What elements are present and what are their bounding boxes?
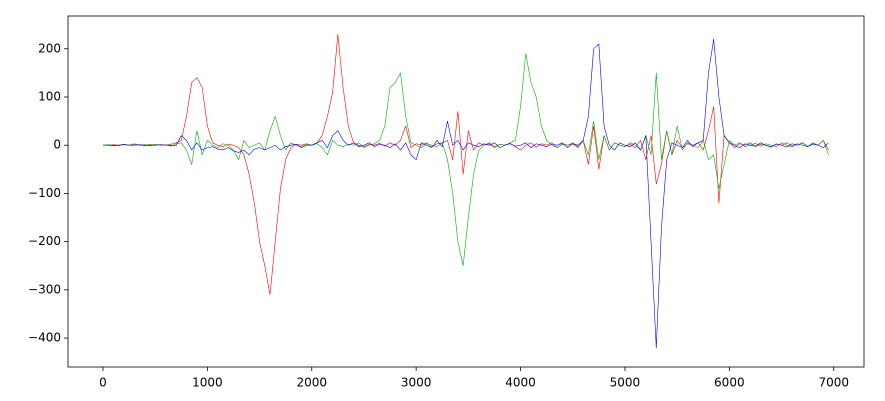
x-tick-label: 0 bbox=[99, 376, 107, 390]
y-tick-label: −100 bbox=[28, 186, 61, 200]
x-tick-label: 4000 bbox=[505, 376, 536, 390]
series-line bbox=[102, 53, 829, 267]
x-tick-label: 7000 bbox=[818, 376, 849, 390]
x-tick-label: 3000 bbox=[401, 376, 432, 390]
x-tick-label: 5000 bbox=[610, 376, 641, 390]
x-tick-label: 6000 bbox=[714, 376, 745, 390]
y-tick-label: 100 bbox=[38, 90, 61, 104]
y-tick-label: −300 bbox=[28, 282, 61, 296]
series-line bbox=[102, 34, 829, 295]
plot-frame bbox=[67, 15, 865, 368]
y-tick-label: −400 bbox=[28, 331, 61, 345]
x-tick-label: 1000 bbox=[192, 376, 223, 390]
series-line bbox=[102, 38, 829, 349]
x-tick-label: 2000 bbox=[296, 376, 327, 390]
y-tick-label: 200 bbox=[38, 41, 61, 55]
plot-area bbox=[68, 16, 864, 367]
y-tick-label: −200 bbox=[28, 234, 61, 248]
y-tick-label: 0 bbox=[53, 138, 61, 152]
